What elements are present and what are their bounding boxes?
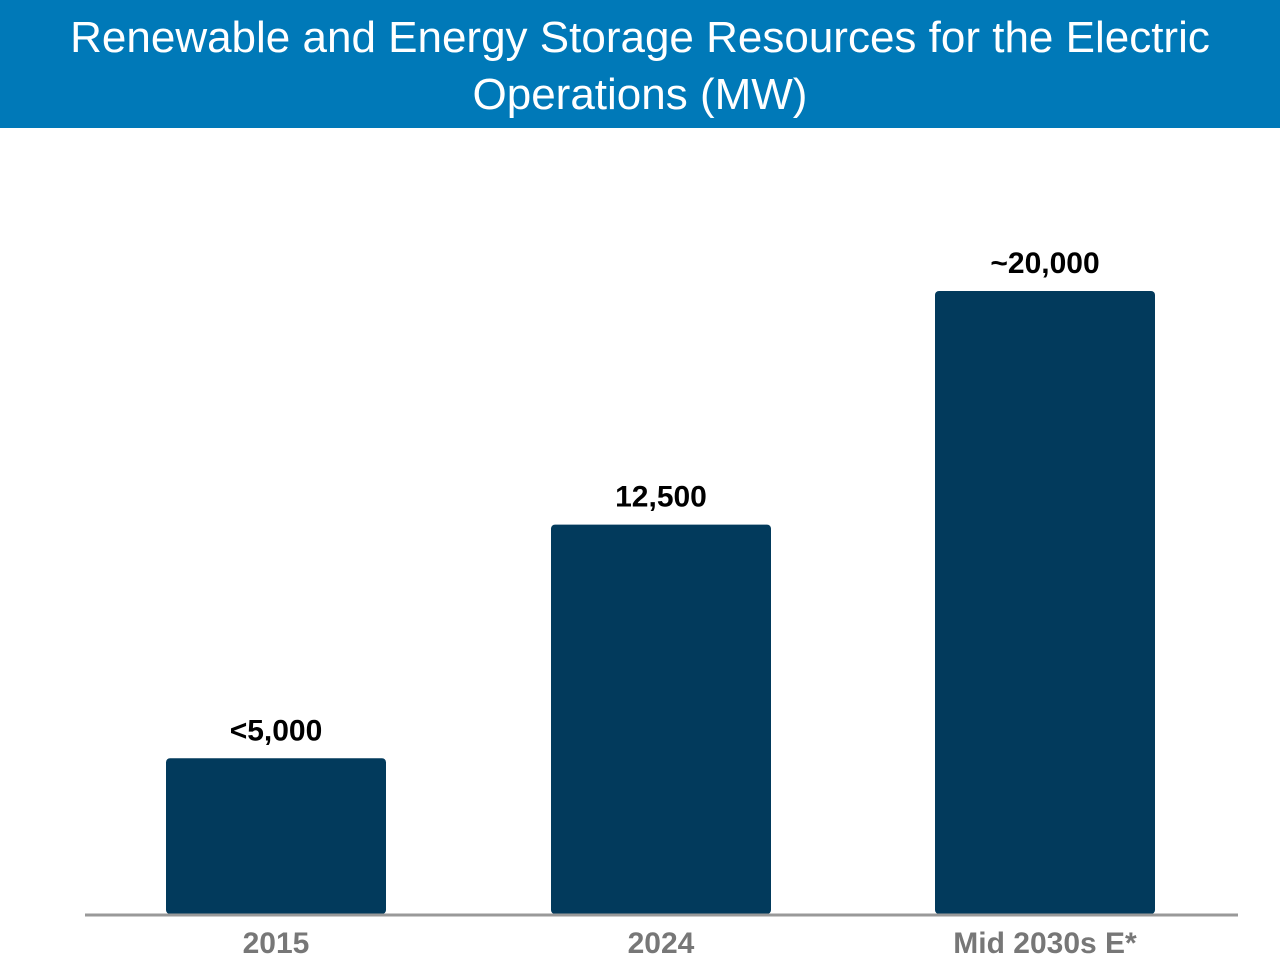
data-label-0: <5,000 xyxy=(230,714,323,747)
x-tick-label-2: Mid 2030s E* xyxy=(953,927,1137,960)
data-label-1: 12,500 xyxy=(615,481,707,514)
x-tick-label-1: 2024 xyxy=(628,927,695,960)
bar-2 xyxy=(935,291,1155,914)
bar-0 xyxy=(166,758,386,914)
chart-title: Renewable and Energy Storage Resources f… xyxy=(0,0,1280,128)
x-tick-label-0: 2015 xyxy=(243,927,310,960)
bar-1 xyxy=(551,524,771,914)
data-label-2: ~20,000 xyxy=(990,247,1099,280)
